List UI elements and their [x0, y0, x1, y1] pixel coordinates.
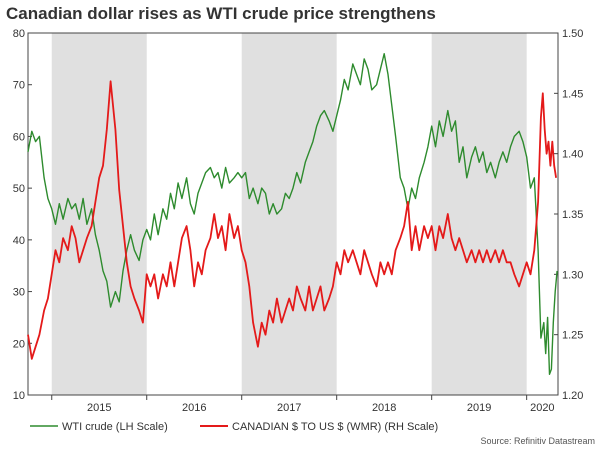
legend: WTI crude (LH Scale) CANADIAN $ TO US $ (…: [30, 421, 438, 433]
right-tick-label: 1.35: [562, 209, 583, 221]
x-axis: 2015 2016 2017 2018 2019 2020: [51, 395, 555, 414]
x-tick-label: 2018: [372, 402, 396, 414]
x-tick-label: 2016: [182, 402, 206, 414]
x-tick-label: 2020: [530, 402, 554, 414]
shaded-year-2015: [51, 33, 147, 395]
series-layer: [27, 53, 558, 375]
right-axis: 1.20 1.25 1.30 1.35 1.40 1.45 1.50: [554, 28, 583, 402]
series-line-wti-crude: [27, 53, 558, 375]
left-tick-label: 60: [13, 131, 25, 143]
series-line-cad-usd: [27, 80, 557, 360]
left-tick-label: 10: [13, 390, 25, 402]
left-tick-label: 30: [13, 287, 25, 299]
year-shading: [51, 33, 527, 395]
left-tick-label: 40: [13, 235, 25, 247]
right-tick-label: 1.20: [562, 390, 583, 402]
right-tick-label: 1.25: [562, 330, 583, 342]
right-tick-label: 1.45: [562, 88, 583, 100]
legend-label-cad: CANADIAN $ TO US $ (WMR) (RH Scale): [232, 421, 438, 433]
shaded-year-2017: [241, 33, 337, 395]
left-tick-label: 50: [13, 183, 25, 195]
legend-label-wti: WTI crude (LH Scale): [62, 421, 168, 433]
right-tick-label: 1.40: [562, 149, 583, 161]
left-axis: 10 20 30 40 50 60 70 80: [13, 28, 32, 402]
left-tick-label: 20: [13, 338, 25, 350]
right-tick-label: 1.30: [562, 269, 583, 281]
source-note: Source: Refinitiv Datastream: [480, 436, 595, 446]
x-tick-label: 2019: [467, 402, 491, 414]
x-tick-label: 2017: [277, 402, 301, 414]
chart-title: Canadian dollar rises as WTI crude price…: [6, 4, 436, 23]
right-tick-label: 1.50: [562, 28, 583, 40]
shaded-year-2019: [431, 33, 527, 395]
left-tick-label: 70: [13, 80, 25, 92]
x-tick-label: 2015: [87, 402, 111, 414]
left-tick-label: 80: [13, 28, 25, 40]
